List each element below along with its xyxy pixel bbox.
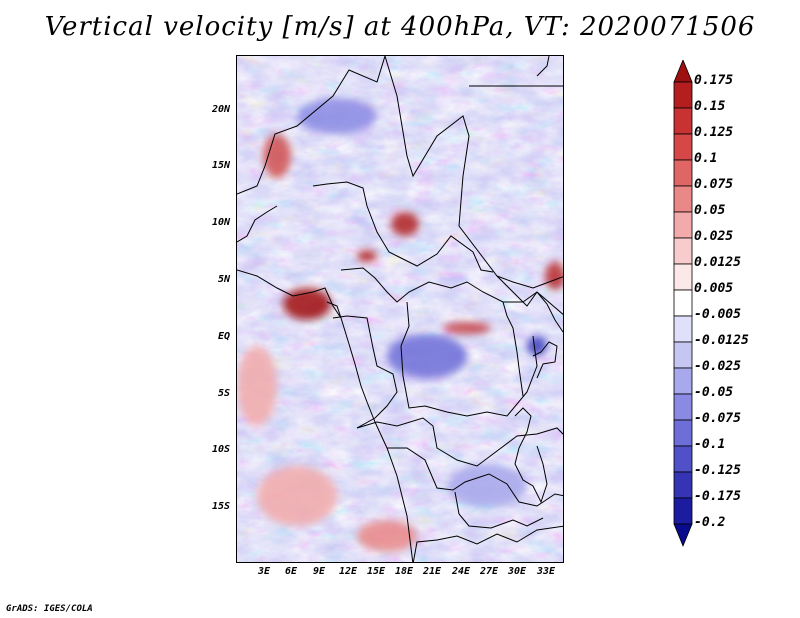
grads-credit: GrADS: IGES/COLA [6, 604, 93, 614]
colorbar-level-label: -0.175 [694, 489, 741, 504]
lon-label: 3E [257, 566, 271, 577]
lon-label: 6E [284, 566, 298, 577]
colorbar-level-label: -0.05 [694, 385, 734, 400]
colorbar-bin [673, 315, 693, 343]
colorbar-bin [673, 445, 693, 473]
lat-label: 10S [211, 444, 230, 455]
colorbar-bin [673, 341, 693, 369]
colorbar-level-label: 0.005 [694, 281, 734, 296]
colorbar-bin [673, 107, 693, 135]
field-anomalies [237, 98, 563, 552]
colorbar-level-label: -0.125 [694, 463, 741, 478]
lat-label: EQ [217, 331, 230, 342]
colorbar-level-label: -0.075 [694, 411, 741, 426]
lat-label: 10N [211, 217, 230, 228]
lat-label: 15S [211, 501, 230, 512]
colorbar-level-label: 0.0125 [694, 255, 741, 270]
velocity-map [236, 55, 564, 563]
lat-label: 5N [217, 274, 230, 285]
colorbar-bottom-triangle [673, 523, 693, 548]
lon-label: 9E [312, 566, 326, 577]
colorbar [673, 60, 693, 548]
colorbar-level-label: 0.075 [694, 177, 734, 192]
lon-label: 18E [394, 566, 414, 577]
velocity-field [237, 56, 563, 562]
colorbar-level-label: 0.05 [694, 203, 726, 218]
colorbar-level-label: 0.125 [694, 125, 734, 140]
colorbar-level-label: -0.025 [694, 359, 741, 374]
colorbar-bin [673, 367, 693, 395]
colorbar-level-label: 0.025 [694, 229, 734, 244]
lat-label: 15N [211, 160, 230, 171]
colorbar-level-label: 0.175 [694, 73, 734, 88]
lon-label: 15E [366, 566, 386, 577]
colorbar-level-label: 0.1 [694, 151, 718, 166]
colorbar-level-label: 0.15 [694, 99, 726, 114]
colorbar-bin [673, 497, 693, 525]
colorbar-bin [673, 159, 693, 187]
colorbar-bin [673, 133, 693, 161]
colorbar-bin [673, 263, 693, 291]
chart-title: Vertical velocity [m/s] at 400hPa, VT: 2… [44, 12, 756, 42]
colorbar-level-label: -0.0125 [694, 333, 749, 348]
colorbar-bin [673, 471, 693, 499]
lat-label: 20N [211, 104, 230, 115]
colorbar-bin [673, 289, 693, 317]
lat-label: 5S [217, 388, 230, 399]
lon-label: 24E [451, 566, 471, 577]
colorbar-bin [673, 237, 693, 265]
lon-label: 27E [479, 566, 499, 577]
colorbar-bin [673, 81, 693, 109]
colorbar-top-triangle [673, 60, 693, 83]
colorbar-bin [673, 185, 693, 213]
colorbar-bin [673, 211, 693, 239]
country-borders [237, 56, 563, 562]
colorbar-bin [673, 393, 693, 421]
colorbar-bin [673, 419, 693, 447]
lon-label: 30E [507, 566, 527, 577]
colorbar-level-label: -0.1 [694, 437, 726, 452]
lon-label: 12E [338, 566, 358, 577]
colorbar-level-label: -0.2 [694, 515, 726, 530]
lon-label: 33E [536, 566, 556, 577]
colorbar-level-label: -0.005 [694, 307, 741, 322]
lon-label: 21E [422, 566, 442, 577]
